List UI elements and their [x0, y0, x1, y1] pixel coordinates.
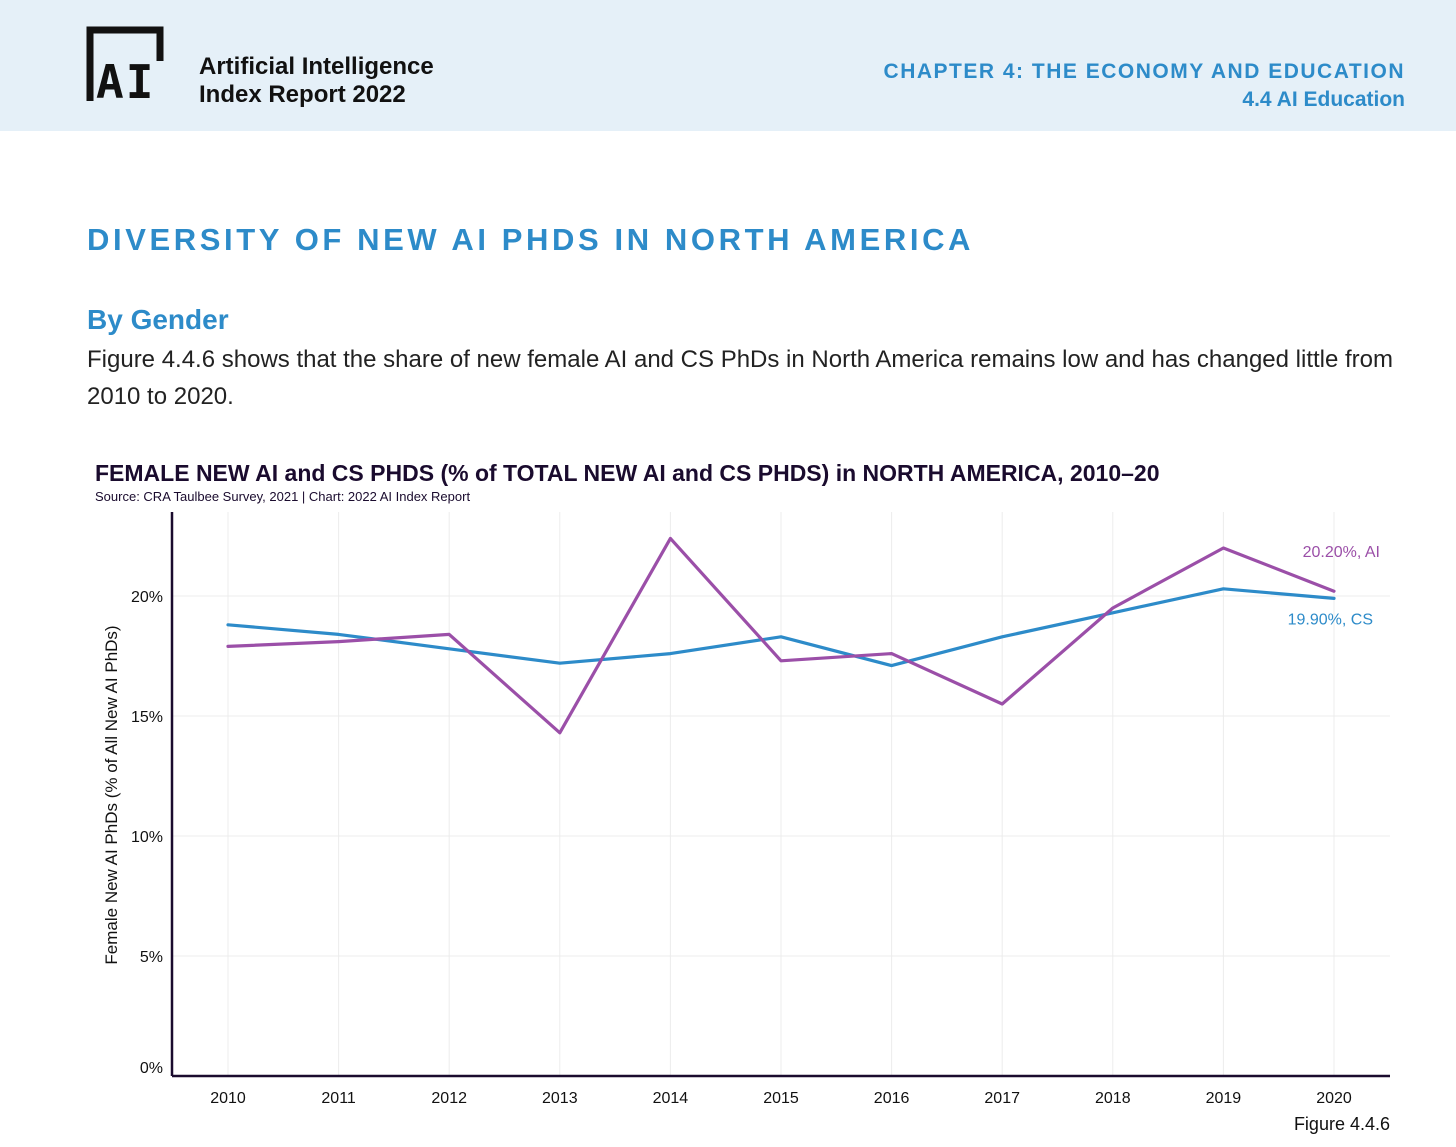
subheading: By Gender	[87, 304, 229, 335]
section-title: 4.4 AI Education	[1242, 88, 1405, 111]
series-end-label-cs: 19.90%, CS	[1288, 611, 1373, 628]
label-layer: 20.20%, AI 19.90%, CS	[1288, 544, 1380, 628]
body-paragraph: Figure 4.4.6 shows that the share of new…	[87, 346, 1393, 410]
ai-index-logo-icon: AI	[86, 26, 164, 105]
page-title: DIVERSITY OF NEW AI PHDS IN NORTH AMERIC…	[87, 222, 975, 257]
series-line-ai	[226, 536, 1336, 735]
x-tick-label: 2013	[542, 1090, 578, 1107]
series-end-label-ai: 20.20%, AI	[1303, 544, 1380, 561]
page-header: AI Artificial Intelligence Index Report …	[0, 0, 1456, 131]
figure-label: Figure 4.4.6	[1293, 1114, 1390, 1134]
x-tick-label: 2010	[210, 1090, 246, 1107]
chapter-title: CHAPTER 4: THE ECONOMY AND EDUCATION	[883, 60, 1405, 83]
x-tick-label: 2020	[1316, 1090, 1352, 1107]
x-tick-label: 2014	[653, 1090, 689, 1107]
x-tick-label: 2015	[763, 1090, 799, 1107]
y-tick-label: 20%	[131, 589, 163, 606]
series-layer	[226, 536, 1336, 735]
x-tick-label: 2011	[321, 1090, 356, 1107]
grid-layer	[172, 512, 1390, 1076]
y-axis-label: Female New AI PhDs (% of All New AI PhDs…	[102, 625, 121, 964]
y-tick-label: 5%	[140, 949, 163, 966]
brand-name-line1: Artificial Intelligence	[199, 53, 434, 80]
series-line-cs	[226, 587, 1336, 668]
x-tick-label: 2016	[874, 1090, 910, 1107]
x-tick-label: 2018	[1095, 1090, 1131, 1107]
x-tick-label: 2012	[431, 1090, 467, 1107]
y-tick-label: 0%	[140, 1060, 163, 1077]
logo-text: AI	[96, 55, 155, 105]
x-tick-label: 2017	[984, 1090, 1020, 1107]
chart-source: Source: CRA Taulbee Survey, 2021 | Chart…	[95, 489, 471, 504]
chart-title: FEMALE NEW AI and CS PHDS (% of TOTAL NE…	[95, 460, 1160, 486]
y-tick-label: 10%	[131, 829, 163, 846]
brand-name-line2: Index Report 2022	[199, 81, 406, 108]
axis-layer: 0% 5% 10% 15% 20% 2010 2011 2012 2013 2014 2015 201…	[102, 512, 1390, 1107]
x-tick-label: 2019	[1206, 1090, 1242, 1107]
y-tick-label: 15%	[131, 709, 163, 726]
